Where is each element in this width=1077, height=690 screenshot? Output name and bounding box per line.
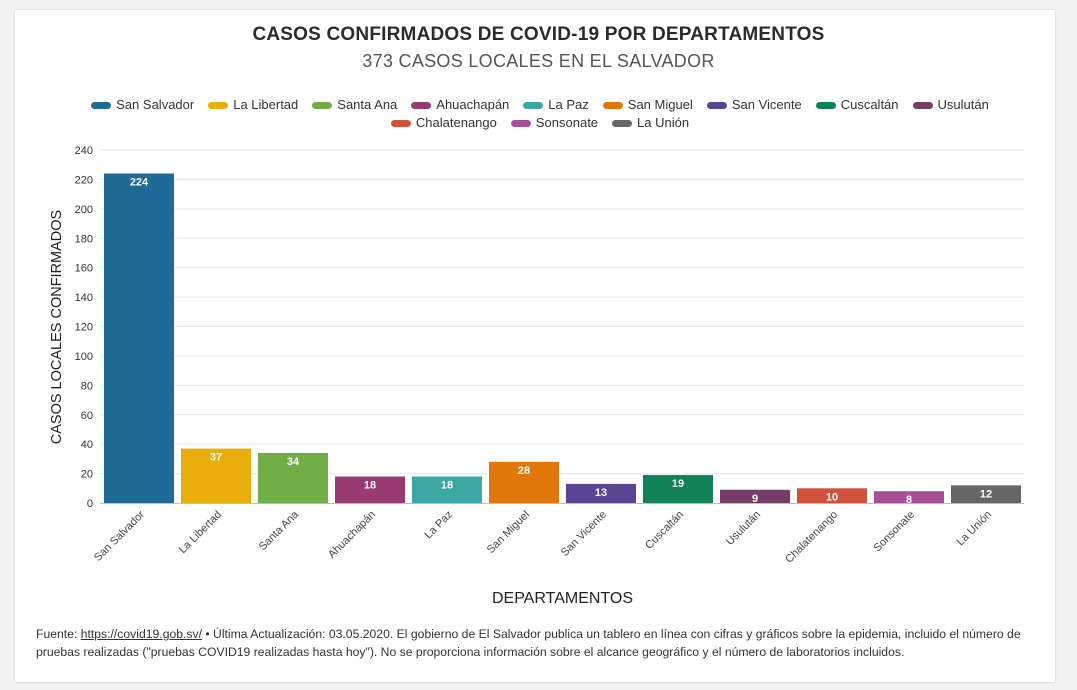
y-tick-label: 20 [81, 469, 93, 481]
legend-swatch [208, 101, 229, 109]
data-label-san-miguel: 28 [518, 465, 530, 477]
x-tick-label-cuscaltan: Cuscaltán [643, 509, 686, 552]
legend-item-san-salvador[interactable]: San Salvador [91, 97, 194, 113]
legend-swatch [390, 119, 411, 127]
data-label-santa-ana: 34 [287, 456, 300, 468]
legend-label: La Libertad [233, 97, 299, 112]
legend-swatch [91, 101, 112, 109]
legend-item-la-union[interactable]: La Unión [612, 115, 689, 131]
x-tick-label-chalatenango: Chalatenango [783, 509, 840, 566]
legend-swatch [510, 119, 531, 127]
y-tick-label: 0 [87, 498, 93, 510]
legend-swatch [612, 119, 633, 127]
y-tick-label: 240 [75, 145, 93, 157]
data-label-san-salvador: 224 [130, 177, 149, 189]
footer-prefix: Fuente: [36, 627, 81, 641]
data-label-la-libertad: 37 [210, 452, 222, 464]
footer-text: • Última Actualización: 03.05.2020. El g… [36, 627, 1021, 659]
bar-san-vicente [566, 483, 636, 503]
bar-san-miguel [489, 461, 559, 503]
legend-item-usulutan[interactable]: Usulután [912, 97, 989, 113]
legend-label: Sonsonate [535, 115, 599, 130]
source-footer: Fuente: https://covid19.gob.sv/ • Última… [36, 625, 1036, 661]
bar-san-salvador [104, 173, 174, 504]
y-tick-label: 40 [81, 439, 93, 451]
bar-santa-ana [258, 452, 328, 503]
x-tick-label-usulutan: Usulután [724, 509, 763, 548]
x-tick-label-la-union: La Unión [954, 509, 994, 549]
legend-label: La Unión [637, 115, 690, 130]
x-tick-label-la-libertad: La Libertad [177, 509, 224, 556]
legend-swatch [912, 101, 933, 109]
legend-item-san-vicente[interactable]: San Vicente [706, 97, 802, 113]
chart-card [15, 10, 1055, 682]
legend-swatch [815, 101, 836, 109]
data-label-la-union: 12 [980, 488, 992, 500]
chart-legend: San Salvador La Libertad Santa Ana Ahuachap… [60, 97, 1020, 131]
data-label-la-paz: 18 [441, 480, 453, 492]
x-tick-label-san-vicente: San Vicente [559, 509, 609, 559]
bar-chalatenango [797, 488, 867, 503]
bar-ahuachapan [335, 476, 405, 503]
legend-label: Santa Ana [337, 97, 398, 112]
legend-swatch [706, 101, 727, 109]
legend-swatch [411, 101, 432, 109]
legend-item-la-paz[interactable]: La Paz [523, 97, 589, 113]
y-tick-label: 120 [75, 322, 93, 334]
bar-usulutan [720, 489, 790, 503]
data-label-cuscaltan: 19 [672, 478, 684, 490]
legend-item-santa-ana[interactable]: Santa Ana [312, 97, 397, 113]
legend-label: San Salvador [116, 97, 195, 112]
legend-item-cuscaltan[interactable]: Cuscaltán [815, 97, 899, 113]
x-axis-title: DEPARTAMENTOS [492, 590, 633, 607]
x-tick-label-ahuachapan: Ahuachapán [326, 509, 378, 561]
legend-label: Cuscaltán [840, 97, 899, 112]
x-tick-label-santa-ana: Santa Ana [257, 508, 302, 553]
x-tick-label-la-paz: La Paz [422, 509, 455, 542]
legend-label: La Paz [548, 97, 589, 112]
y-tick-label: 140 [75, 292, 93, 304]
y-tick-label: 160 [75, 263, 93, 275]
legend-label: San Vicente [731, 97, 802, 112]
x-tick-label-san-miguel: San Miguel [485, 509, 532, 556]
x-tick-label-san-salvador: San Salvador [92, 508, 147, 563]
legend-label: Ahuachapán [436, 97, 510, 112]
bar-la-libertad [181, 448, 251, 503]
y-tick-label: 80 [81, 380, 93, 392]
data-label-sonsonate: 8 [906, 494, 912, 506]
bar-sonsonate [874, 491, 944, 503]
y-tick-label: 180 [75, 233, 93, 245]
bar-cuscaltan [643, 475, 713, 503]
data-label-ahuachapan: 18 [364, 480, 376, 492]
x-tick-label-sonsonate: Sonsonate [871, 509, 917, 555]
legend-item-ahuachapan[interactable]: Ahuachapán [411, 97, 509, 113]
bar-la-union [951, 485, 1021, 503]
legend-label: Usulután [937, 97, 989, 112]
source-link[interactable]: https://covid19.gob.sv/ [80, 627, 202, 641]
y-axis-title: CASOS LOCALES CONFIRMADOS [49, 210, 65, 444]
data-label-san-vicente: 13 [595, 487, 607, 499]
data-label-usulutan: 9 [752, 493, 758, 505]
chart-subtitle: 373 CASOS LOCALES EN EL SALVADOR [362, 51, 715, 71]
legend-swatch [602, 101, 623, 109]
legend-item-chalatenango[interactable]: Chalatenango [390, 115, 497, 131]
legend-label: Chalatenango [415, 115, 497, 130]
y-tick-label: 200 [75, 204, 93, 216]
legend-label: San Miguel [627, 97, 693, 112]
bar-la-paz [412, 476, 482, 503]
legend-item-san-miguel[interactable]: San Miguel [602, 97, 693, 113]
legend-swatch [523, 101, 544, 109]
legend-swatch [312, 101, 333, 109]
legend-item-sonsonate[interactable]: Sonsonate [510, 115, 599, 131]
data-label-chalatenango: 10 [826, 491, 838, 503]
chart-title: CASOS CONFIRMADOS DE COVID-19 POR DEPART… [252, 24, 825, 45]
y-tick-label: 100 [75, 351, 93, 363]
legend-item-la-libertad[interactable]: La Libertad [208, 97, 298, 113]
y-tick-label: 220 [75, 174, 93, 186]
y-tick-label: 60 [81, 410, 93, 422]
